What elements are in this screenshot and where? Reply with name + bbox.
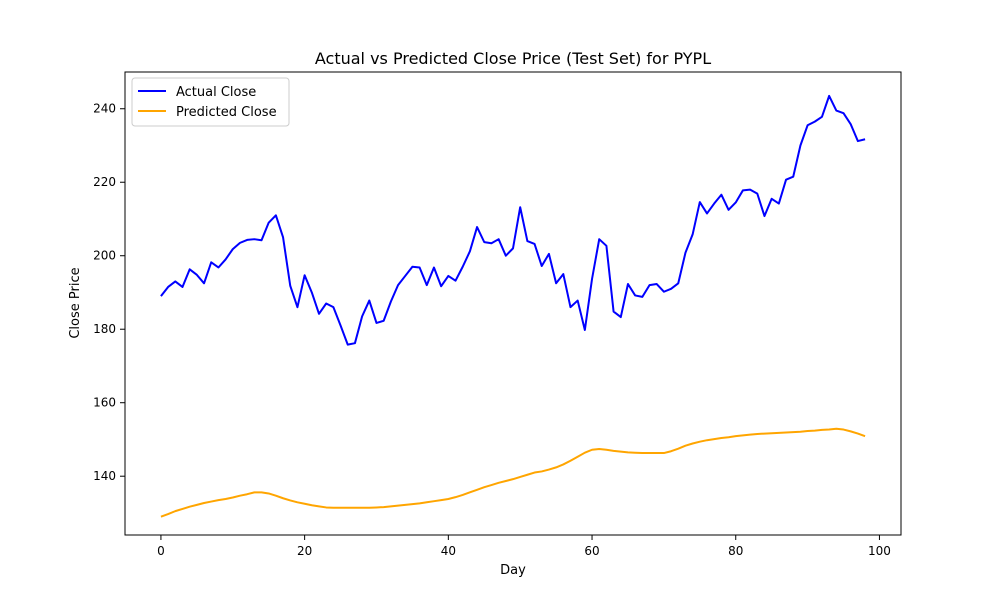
x-tick-label: 60 xyxy=(584,544,599,558)
x-tick-label: 80 xyxy=(728,544,743,558)
y-axis-label: Close Price xyxy=(68,267,83,338)
legend-label-actual: Actual Close xyxy=(176,85,256,100)
y-tick-label: 200 xyxy=(93,249,116,263)
y-tick-label: 160 xyxy=(93,396,116,410)
y-tick-label: 240 xyxy=(93,102,116,116)
series-line-actual-close xyxy=(160,94,866,346)
legend-label-predicted: Predicted Close xyxy=(176,105,277,120)
y-tick-label: 140 xyxy=(93,469,116,483)
x-tick-label: 100 xyxy=(868,544,891,558)
x-tick-label: 0 xyxy=(157,544,165,558)
x-tick-label: 40 xyxy=(441,544,456,558)
x-axis-label: Day xyxy=(500,563,526,578)
y-tick-label: 220 xyxy=(93,175,116,189)
x-tick-label: 20 xyxy=(297,544,312,558)
axes-layer: 0 20 40 60 80 100 140 160 180 200 220 240 xyxy=(93,71,902,558)
y-tick-label: 180 xyxy=(93,322,116,336)
axes-frame xyxy=(124,71,902,536)
legend: Actual Close Predicted Close xyxy=(131,77,290,127)
plot-area xyxy=(125,72,901,535)
chart-title: Actual vs Predicted Close Price (Test Se… xyxy=(315,49,711,68)
series-line-predicted-close xyxy=(160,427,866,518)
plot-background xyxy=(125,72,901,535)
series-layer xyxy=(160,94,866,518)
legend-box xyxy=(131,77,290,127)
